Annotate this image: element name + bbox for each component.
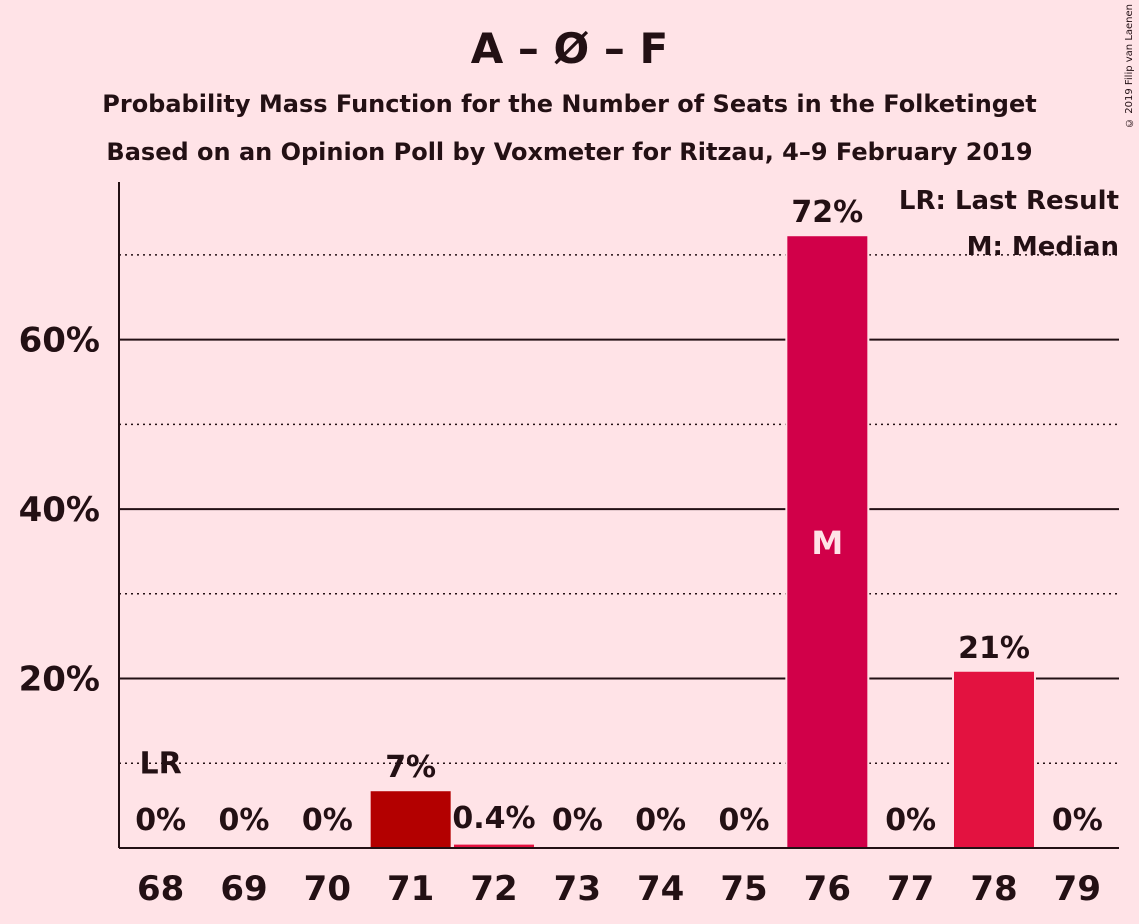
x-tick-label: 70 — [304, 869, 351, 909]
y-tick-label: 40% — [19, 490, 100, 530]
value-label-71: 7% — [385, 750, 436, 785]
bar-78 — [954, 671, 1034, 848]
x-tick-label: 69 — [220, 869, 267, 909]
chart-subtitle-source: Based on an Opinion Poll by Voxmeter for… — [106, 138, 1033, 166]
value-label-70: 0% — [302, 803, 353, 838]
median-marker: M — [811, 524, 843, 562]
value-label-75: 0% — [719, 803, 770, 838]
x-tick-label: 71 — [387, 869, 434, 909]
value-label-76: 72% — [791, 195, 863, 230]
legend-last-result: LR: Last Result — [898, 186, 1119, 216]
chart-title: A – Ø – F — [470, 24, 669, 73]
value-label-69: 0% — [219, 803, 270, 838]
y-tick-label: 60% — [19, 321, 100, 361]
value-label-72: 0.4% — [452, 801, 535, 836]
value-label-73: 0% — [552, 803, 603, 838]
value-label-79: 0% — [1052, 803, 1103, 838]
x-tick-label: 77 — [887, 869, 934, 909]
last-result-marker: LR — [140, 746, 182, 781]
x-tick-label: 76 — [804, 869, 851, 909]
bar-76 — [787, 236, 868, 848]
x-tick-label: 75 — [720, 869, 767, 909]
chart-subtitle: Probability Mass Function for the Number… — [102, 90, 1037, 118]
value-label-77: 0% — [885, 803, 936, 838]
value-label-68: 0% — [135, 803, 186, 838]
x-tick-label: 79 — [1054, 869, 1101, 909]
y-tick-label: 20% — [19, 660, 100, 700]
legend-median: M: Median — [966, 232, 1119, 262]
value-label-78: 21% — [958, 631, 1030, 666]
x-tick-label: 78 — [970, 869, 1017, 909]
x-tick-label: 74 — [637, 869, 684, 909]
x-tick-label: 73 — [554, 869, 601, 909]
bar-71 — [370, 791, 451, 848]
bar-72 — [454, 844, 534, 848]
x-tick-label: 68 — [137, 869, 184, 909]
value-label-74: 0% — [635, 803, 686, 838]
x-tick-label: 72 — [470, 869, 517, 909]
